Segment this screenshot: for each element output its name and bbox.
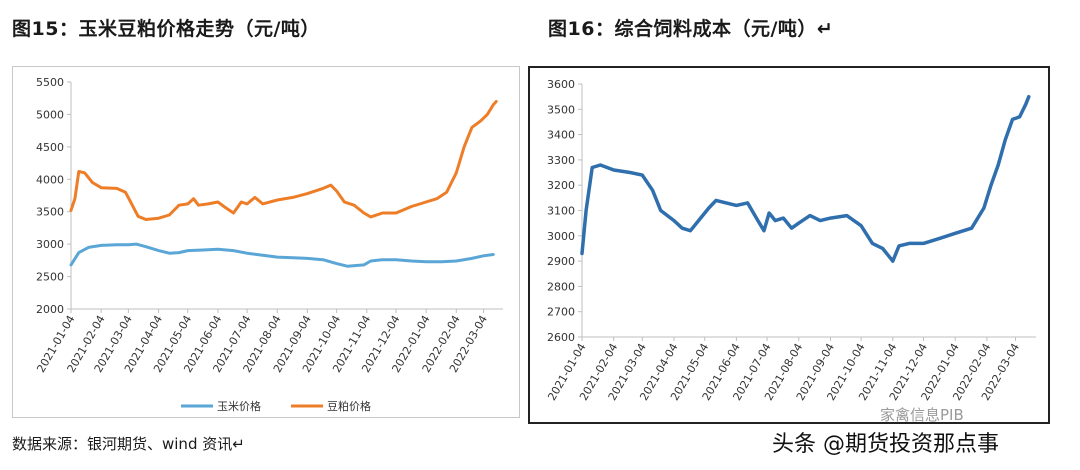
y-tick-label: 3600 <box>547 78 575 91</box>
y-tick-label: 3100 <box>547 205 575 218</box>
y-tick-label: 3200 <box>547 179 575 192</box>
chart-title-corn-soymeal: 图15：玉米豆粕价格走势（元/吨） <box>12 18 320 40</box>
series-line-2 <box>69 100 498 221</box>
feed-cost-chart-frame: 2600 2700 2800 2900 3000 3100 3200 3300 3400 3500… <box>528 66 1050 424</box>
y-tick-label: 4500 <box>36 141 64 154</box>
corn-soymeal-price-chart: 200025003000350040004500500055002021-01-… <box>34 76 503 413</box>
legend-label: 豆粕价格 <box>327 399 371 413</box>
y-tick-label: 3500 <box>36 206 64 219</box>
y-tick-label: 3500 <box>547 103 575 116</box>
y-tick-label: 3000 <box>36 238 64 251</box>
series-line-1 <box>580 94 1031 263</box>
y-tick-label: 3300 <box>547 154 575 167</box>
y-tick-label: 4000 <box>36 173 64 186</box>
data-source-note: 数据来源：银河期货、wind 资讯↵ <box>12 435 245 453</box>
y-tick-label: 5500 <box>36 76 64 89</box>
y-tick-label: 2600 <box>547 331 575 344</box>
watermark-account: 家禽信息PIB <box>880 406 964 424</box>
feed-cost-chart: 2600 2700 2800 2900 3000 3100 3200 3300 3400 3500… <box>545 78 1036 403</box>
watermark-text: 头条 @期货投资那点事 <box>772 432 999 457</box>
y-tick-label: 3400 <box>547 129 575 142</box>
y-tick-label: 5000 <box>36 108 64 121</box>
y-tick-label: 2500 <box>36 271 64 284</box>
series-line-1 <box>69 242 495 268</box>
corn-soymeal-chart-frame: 2000 2500 3000 3500 4000 4500 5000 5500 2021-01-… <box>12 66 520 418</box>
legend-label: 玉米价格 <box>217 399 261 413</box>
y-tick-label: 3000 <box>547 230 575 243</box>
y-tick-label: 2900 <box>547 255 575 268</box>
y-tick-label: 2000 <box>36 303 64 316</box>
y-tick-label: 2800 <box>547 280 575 293</box>
chart-title-feed-cost: 图16：综合饲料成本（元/吨）↵ <box>548 18 834 40</box>
y-tick-label: 2700 <box>547 306 575 319</box>
